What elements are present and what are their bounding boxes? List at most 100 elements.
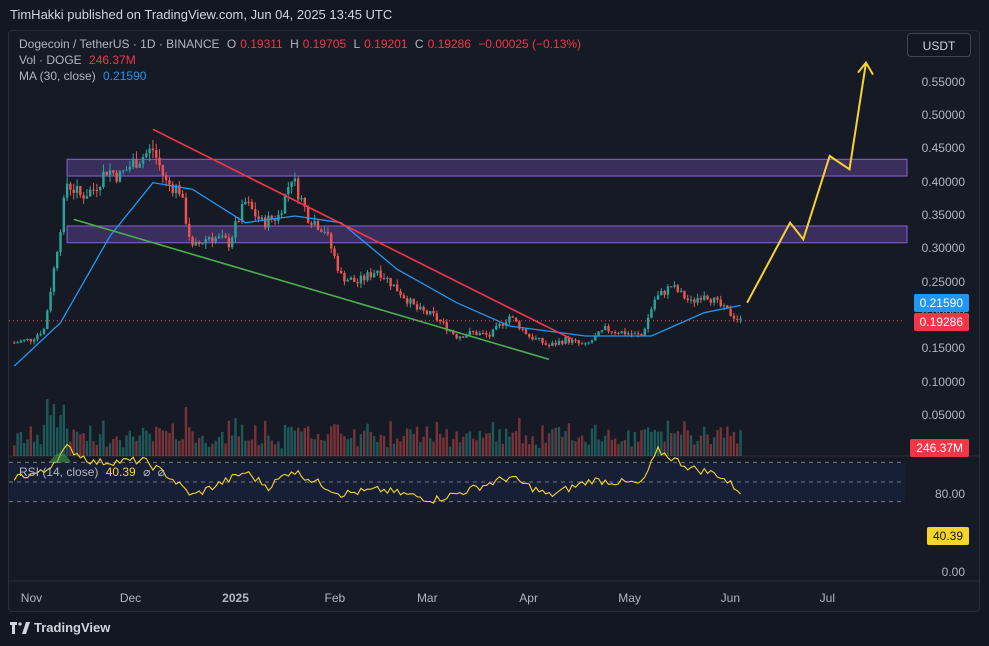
volume-bar bbox=[706, 434, 709, 456]
candle-body bbox=[320, 229, 323, 232]
volume-bar bbox=[699, 435, 703, 456]
volume-label[interactable]: Vol · DOGE bbox=[19, 53, 82, 67]
candle-body bbox=[485, 333, 488, 335]
candle-body bbox=[481, 333, 485, 335]
candle-body bbox=[587, 342, 590, 344]
chart-frame[interactable]: Dogecoin / TetherUS · 1D · BINANCE O 0.19… bbox=[8, 30, 980, 612]
settings-icon[interactable]: ⌀ bbox=[157, 465, 165, 479]
volume-bar bbox=[217, 437, 221, 456]
volume-bar bbox=[131, 436, 135, 456]
candle-body bbox=[716, 297, 719, 300]
volume-bar bbox=[326, 434, 330, 456]
volume-bar bbox=[250, 439, 254, 456]
volume-bar bbox=[637, 441, 640, 456]
candle-body bbox=[551, 342, 554, 346]
tradingview-brand[interactable]: TradingView bbox=[10, 620, 110, 635]
price-axis-label: 0.55000 bbox=[921, 74, 965, 89]
candle-body bbox=[633, 333, 637, 335]
volume-bar bbox=[343, 436, 346, 456]
resistance-zone-1 bbox=[66, 158, 908, 177]
volume-bar bbox=[270, 440, 273, 456]
volume-bar bbox=[478, 431, 481, 456]
candle-body bbox=[409, 298, 412, 304]
volume-bar bbox=[597, 439, 600, 456]
ma-label[interactable]: MA (30, close) bbox=[19, 69, 96, 83]
publish-header: TimHakki published on TradingView.com, J… bbox=[0, 0, 989, 30]
volume-bar bbox=[716, 430, 719, 456]
volume-bar bbox=[445, 429, 448, 456]
candle-body bbox=[663, 290, 666, 295]
time-axis-label: Jul bbox=[819, 591, 836, 605]
candle-body bbox=[135, 158, 138, 168]
volume-bar bbox=[112, 438, 115, 456]
candle-body bbox=[656, 295, 660, 300]
volume-bar bbox=[432, 441, 435, 456]
volume-bar bbox=[369, 431, 373, 456]
candle-body bbox=[300, 198, 303, 200]
volume-bar bbox=[313, 439, 316, 456]
volume-bar bbox=[280, 448, 283, 456]
volume-bar bbox=[683, 421, 686, 456]
candle-body bbox=[468, 330, 472, 336]
volume-bar bbox=[524, 435, 528, 456]
hide-icon[interactable]: ⌀ bbox=[143, 465, 151, 479]
volume-bar bbox=[191, 431, 194, 456]
candle-body bbox=[498, 323, 501, 326]
candle-body bbox=[736, 318, 739, 320]
chart-canvas[interactable] bbox=[9, 31, 979, 611]
candle-body bbox=[359, 275, 363, 284]
volume-bar bbox=[363, 430, 366, 456]
candle-body bbox=[696, 298, 699, 303]
price-axis-label: 0.40000 bbox=[921, 174, 965, 189]
candle-body bbox=[283, 194, 287, 214]
volume-bar bbox=[528, 444, 531, 456]
candle-body bbox=[227, 237, 231, 248]
currency-button[interactable]: USDT bbox=[907, 33, 971, 57]
volume-bar bbox=[141, 427, 145, 456]
volume-bar bbox=[296, 427, 300, 456]
volume-bar bbox=[663, 441, 666, 456]
candle-body bbox=[399, 291, 402, 296]
price-axis-label: 0.15000 bbox=[921, 341, 965, 356]
open-value: 0.19311 bbox=[240, 37, 283, 51]
volume-bar bbox=[161, 430, 165, 456]
candle-body bbox=[640, 334, 643, 336]
rsi-label[interactable]: RSI (14, close) bbox=[19, 465, 99, 479]
candle-body bbox=[577, 340, 580, 344]
candle-body bbox=[313, 220, 316, 225]
volume-bar bbox=[739, 430, 742, 456]
volume-bar bbox=[712, 437, 716, 456]
candle-body bbox=[191, 236, 194, 246]
volume-bar bbox=[89, 425, 92, 456]
candle-body bbox=[689, 299, 693, 301]
price-axis-label: 0.50000 bbox=[921, 108, 965, 122]
symbol-title[interactable]: Dogecoin / TetherUS · 1D · BINANCE bbox=[19, 37, 220, 51]
candle-body bbox=[590, 340, 594, 343]
volume-bar bbox=[604, 435, 607, 456]
volume-legend: Vol · DOGE 246.37M bbox=[19, 53, 140, 67]
candle-body bbox=[379, 270, 382, 278]
volume-bar bbox=[564, 431, 567, 456]
volume-bar bbox=[590, 428, 594, 456]
candle-body bbox=[102, 171, 105, 188]
volume-bar bbox=[435, 421, 439, 456]
candle-body bbox=[372, 273, 376, 278]
candle-body bbox=[181, 194, 184, 198]
candle-body bbox=[29, 338, 33, 342]
volume-bar bbox=[102, 420, 105, 456]
volume-bar bbox=[574, 441, 577, 456]
candle-body bbox=[188, 223, 191, 237]
candle-body bbox=[455, 334, 458, 339]
volume-bar bbox=[267, 435, 270, 456]
volume-bar bbox=[475, 440, 478, 456]
volume-bar bbox=[570, 440, 574, 456]
volume-bar bbox=[135, 440, 138, 456]
volume-bar bbox=[171, 423, 174, 456]
volume-bar bbox=[594, 424, 597, 456]
volume-bar bbox=[455, 431, 458, 456]
volume-bar bbox=[310, 438, 313, 456]
volume-bar bbox=[689, 435, 693, 456]
volume-bar bbox=[323, 440, 326, 456]
candle-body bbox=[623, 331, 627, 335]
candle-body bbox=[594, 336, 597, 341]
